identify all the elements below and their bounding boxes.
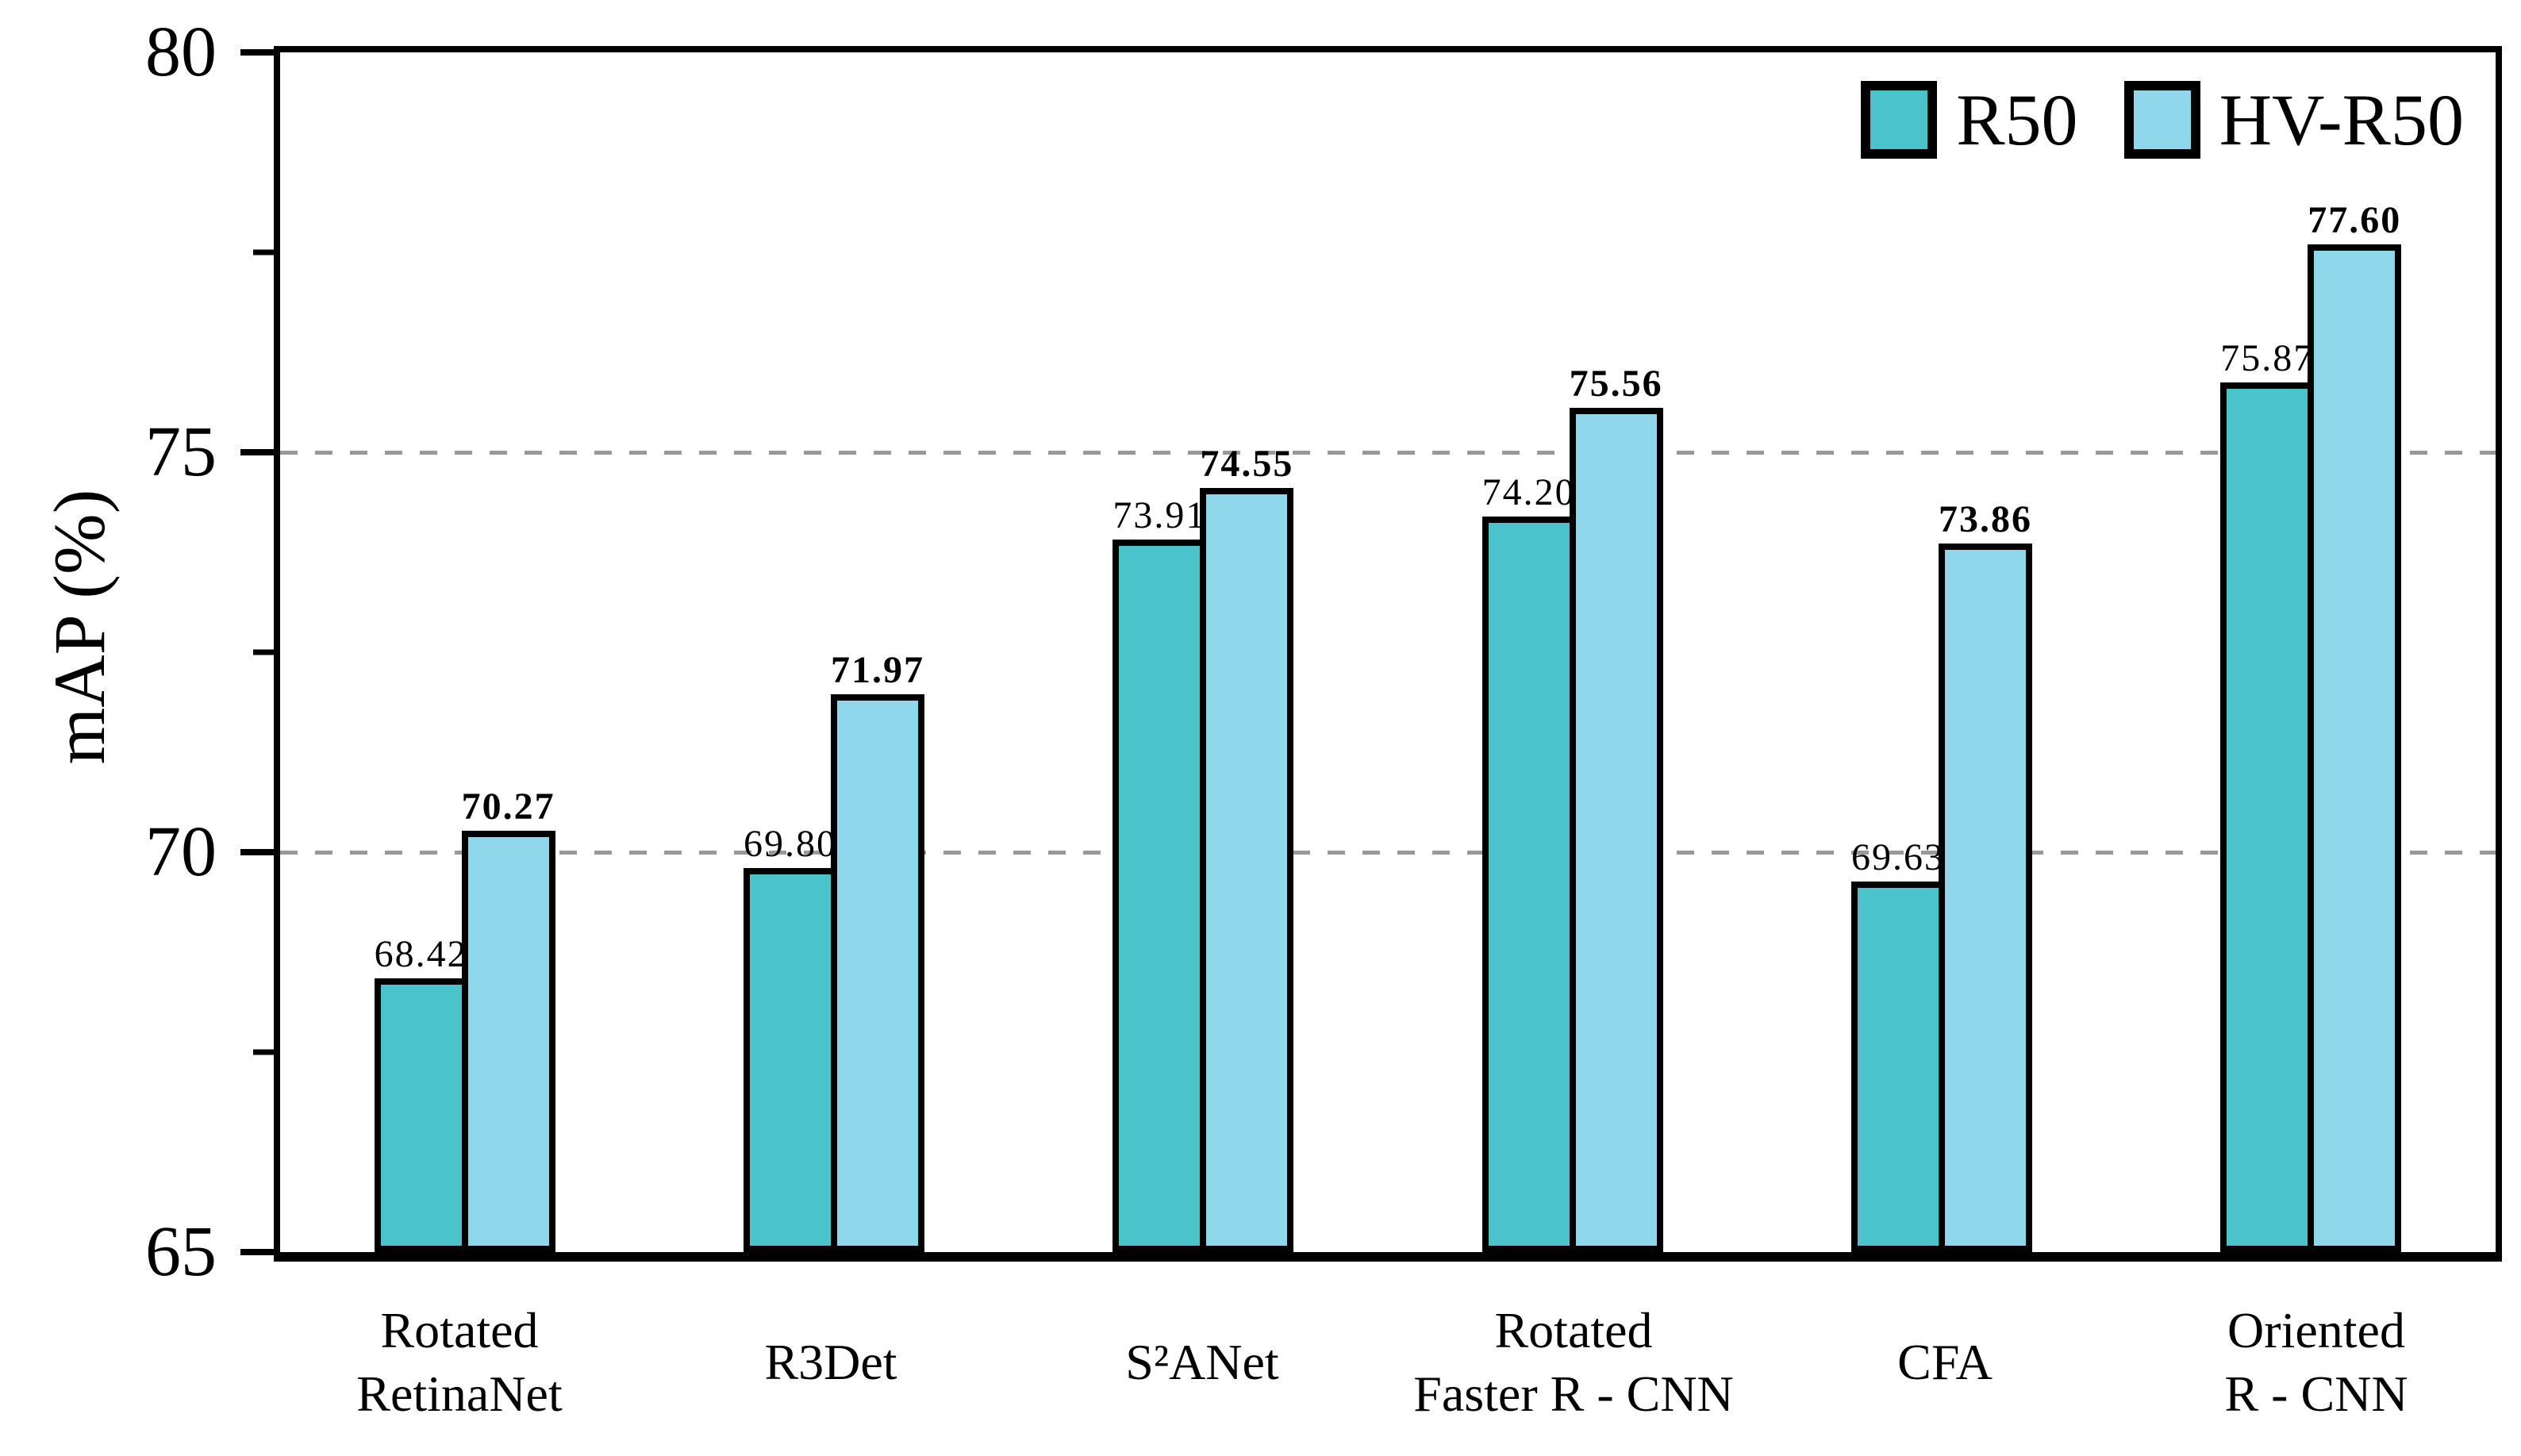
- legend-label: R50: [1956, 79, 2078, 160]
- category-label: R3Det: [764, 1334, 897, 1390]
- bar-value-label: 74.20: [1481, 471, 1576, 513]
- bar-group: 75.87 77.60: [2127, 52, 2496, 1252]
- bar-hv-r50: 77.60: [2308, 201, 2402, 1252]
- bar-hv-r50: 70.27: [461, 787, 555, 1252]
- bar-value-label: 73.86: [1938, 497, 2032, 540]
- bar-value-label: 68.42: [374, 933, 468, 976]
- category-label: Rotated RetinaNet: [356, 1302, 563, 1422]
- bars-layer: 68.42 70.27 69.80 71.97 73.91 74.55 74.20 75.56…: [280, 52, 2496, 1252]
- bar-value-label: 73.91: [1113, 494, 1207, 536]
- y-tick-label: 80: [145, 13, 217, 91]
- bar-group: 74.20 75.56: [1388, 52, 1757, 1252]
- bar-value-label: 75.56: [1569, 362, 1663, 405]
- y-minor-tick-mark: [253, 249, 274, 255]
- category-label: Rotated Faster R - CNN: [1413, 1302, 1734, 1422]
- category-label: S²ANet: [1125, 1334, 1279, 1390]
- y-tick-label: 65: [145, 1212, 217, 1291]
- category-label: CFA: [1897, 1334, 1993, 1390]
- y-tick-mark: [240, 849, 274, 855]
- bar-group: 69.63 73.86: [1757, 52, 2126, 1252]
- bar-group: 68.42 70.27: [280, 52, 649, 1252]
- y-tick-mark: [240, 49, 274, 56]
- bar-hv-r50: 73.86: [1938, 500, 2032, 1252]
- bar-value-label: 75.87: [2220, 337, 2315, 380]
- legend-swatch: [2123, 81, 2200, 159]
- bar-value-label: 74.55: [1200, 443, 1294, 486]
- y-minor-tick-mark: [253, 1049, 274, 1055]
- legend: R50 HV-R50: [1861, 81, 2464, 159]
- bar-r50: 75.87: [2220, 340, 2315, 1252]
- y-minor-tick-mark: [253, 649, 274, 655]
- bar-r50: 68.42: [374, 935, 468, 1252]
- y-tick-mark: [240, 1249, 274, 1255]
- legend-label: HV-R50: [2219, 79, 2464, 160]
- y-tick-label: 70: [145, 813, 217, 891]
- y-tick-label: 75: [145, 413, 217, 491]
- bar-r50: 73.91: [1113, 496, 1207, 1252]
- bar-group: 69.80 71.97: [649, 52, 1018, 1252]
- category-label: Oriented R - CNN: [2224, 1302, 2408, 1422]
- bar-value-label: 69.80: [743, 823, 837, 866]
- bar-value-label: 71.97: [830, 649, 924, 692]
- bar-group: 73.91 74.55: [1019, 52, 1388, 1252]
- legend-swatch: [1861, 81, 1938, 159]
- bar-r50: 69.80: [743, 825, 837, 1252]
- bar-hv-r50: 75.56: [1569, 364, 1663, 1252]
- bar-r50: 74.20: [1481, 473, 1576, 1252]
- bar-value-label: 70.27: [461, 785, 555, 828]
- bar-r50: 69.63: [1850, 839, 1945, 1252]
- y-tick-mark: [240, 449, 274, 455]
- gridline: [280, 451, 2496, 455]
- gridline: [280, 851, 2496, 855]
- bar-value-label: 69.63: [1850, 836, 1945, 879]
- legend-item-r50: R50: [1861, 79, 2078, 160]
- plot-area: 65 70 75 80 68.42 70.27 69.80 71.97 73.91 74.55 7…: [145, 17, 2502, 1288]
- legend-item-hv-r50: HV-R50: [2123, 79, 2464, 160]
- bar-hv-r50: 74.55: [1200, 445, 1294, 1252]
- bar-hv-r50: 71.97: [830, 651, 924, 1252]
- y-axis-title: mAP (%): [39, 489, 120, 765]
- x-axis-category-labels: Rotated RetinaNet R3Det S²ANet Rotated Fast…: [274, 1279, 2502, 1446]
- bar-value-label: 77.60: [2308, 198, 2402, 241]
